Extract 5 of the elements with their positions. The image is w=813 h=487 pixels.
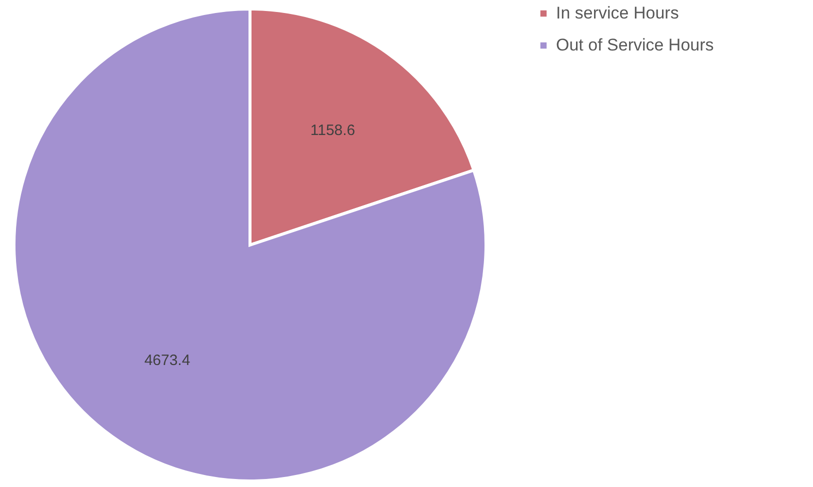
data-label: 4673.4 [144, 352, 190, 369]
pie-slice [12, 8, 488, 482]
legend-label: In service Hours [556, 4, 679, 22]
legend-label: Out of Service Hours [556, 36, 714, 54]
data-label: 1158.6 [310, 122, 356, 140]
